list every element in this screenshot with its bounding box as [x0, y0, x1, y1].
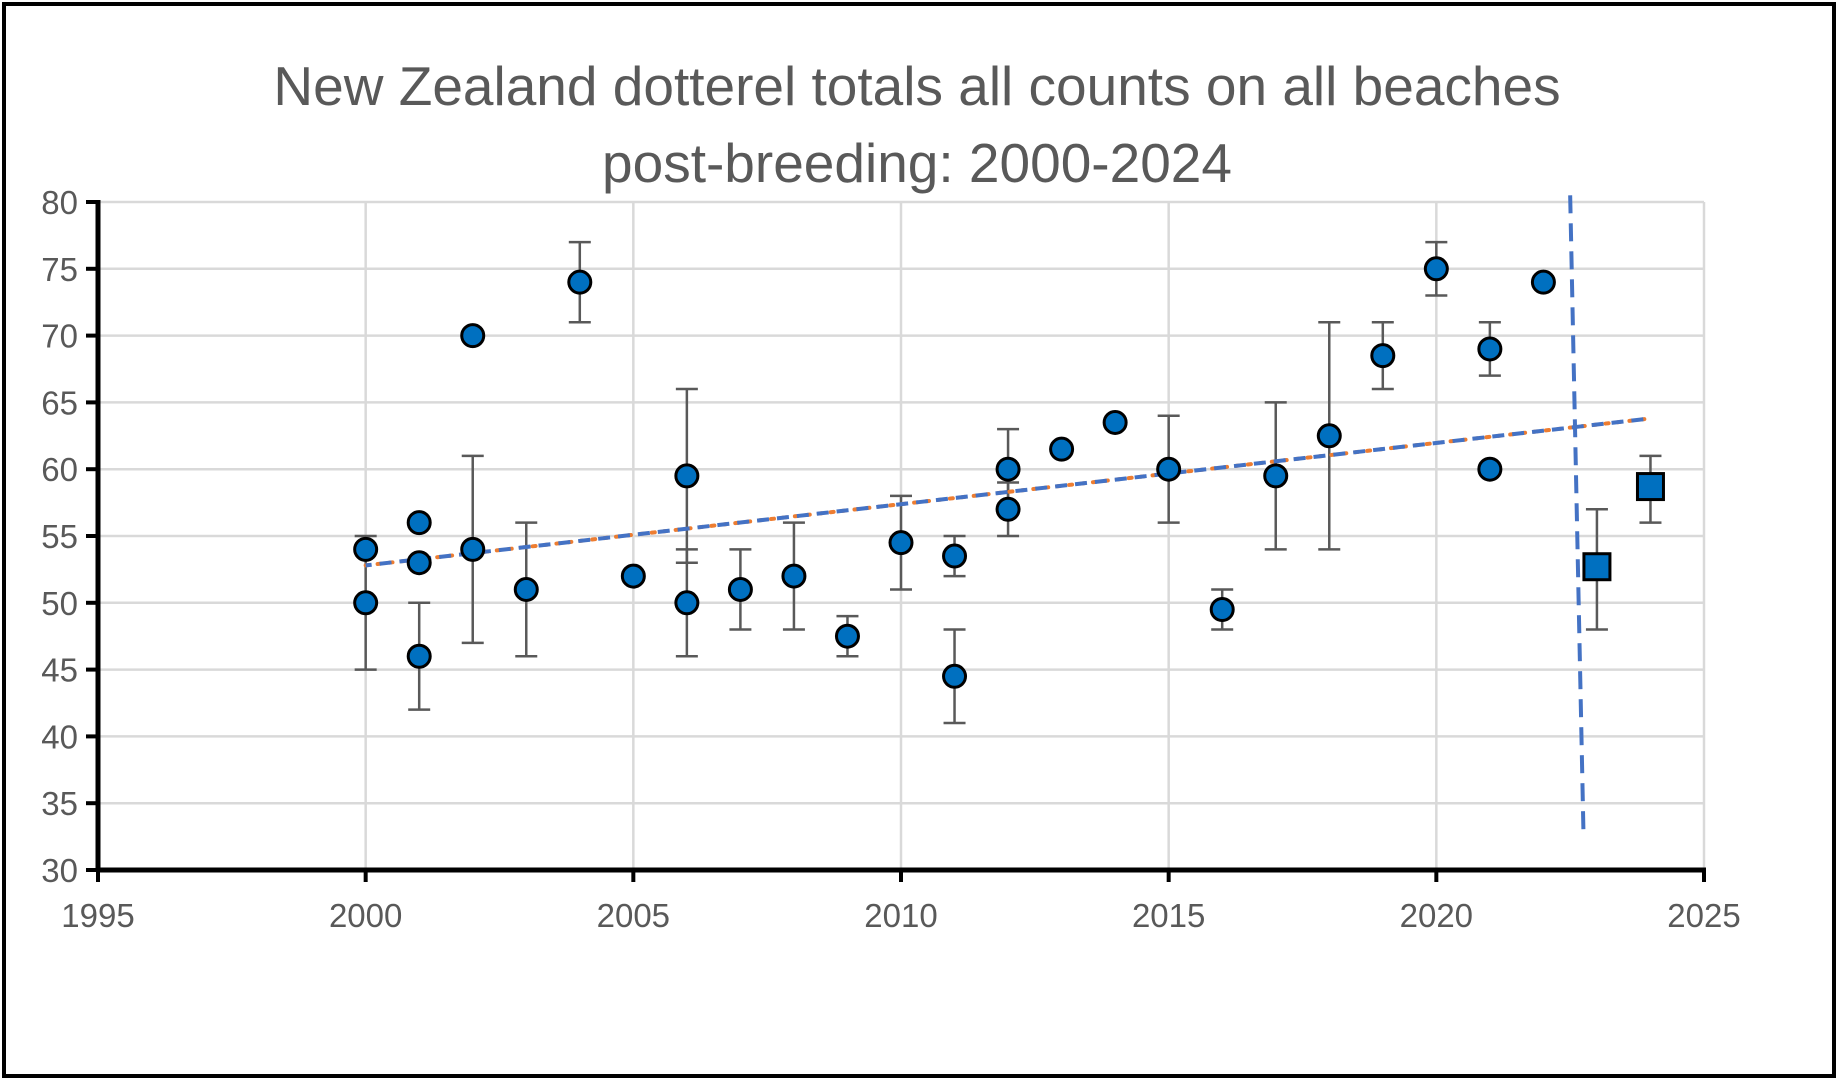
data-point-circle	[727, 576, 753, 602]
data-point-circle	[1209, 596, 1235, 622]
data-point-circle	[942, 663, 968, 689]
data-point-circle	[460, 536, 486, 562]
y-tick-label: 45	[41, 652, 78, 689]
y-tick-label: 70	[41, 318, 78, 355]
data-point-circle	[1156, 456, 1182, 482]
data-point-circle	[1423, 256, 1449, 282]
data-point-circle	[995, 456, 1021, 482]
data-points	[353, 256, 1665, 689]
y-tick-label: 50	[41, 585, 78, 622]
data-point-circle	[460, 323, 486, 349]
chart-title-line-1: New Zealand dotterel totals all counts o…	[273, 55, 1561, 117]
y-tick-label: 35	[41, 785, 78, 822]
data-point-circle	[406, 510, 432, 536]
data-point-circle	[995, 496, 1021, 522]
y-tick-label: 75	[41, 251, 78, 288]
chart-title-line-2: post-breeding: 2000-2024	[602, 132, 1232, 194]
data-point-circle	[1049, 436, 1075, 462]
data-point-circle	[406, 550, 432, 576]
data-point-circle	[781, 563, 807, 589]
data-point-circle	[513, 576, 539, 602]
error-bars	[354, 240, 1662, 725]
vertical-divider-line	[1568, 195, 1586, 837]
data-point-circle	[1370, 343, 1396, 369]
data-point-circle	[1477, 336, 1503, 362]
x-tick-label: 2015	[1132, 897, 1205, 934]
data-point-circle	[567, 269, 593, 295]
y-tick-label: 30	[41, 852, 78, 889]
data-point-circle	[406, 643, 432, 669]
chart-title: New Zealand dotterel totals all counts o…	[0, 48, 1834, 202]
data-point-circle	[674, 463, 700, 489]
data-point-square	[1582, 552, 1612, 582]
data-point-circle	[674, 590, 700, 616]
data-point-circle	[1102, 409, 1128, 435]
y-tick-label: 40	[41, 718, 78, 755]
data-point-circle	[942, 543, 968, 569]
data-point-circle	[353, 590, 379, 616]
data-point-circle	[1316, 423, 1342, 449]
data-point-square	[1635, 472, 1665, 502]
y-tick-label: 65	[41, 384, 78, 421]
x-tick-label: 2005	[597, 897, 670, 934]
data-point-circle	[353, 536, 379, 562]
y-tick-label: 60	[41, 451, 78, 488]
data-point-circle	[620, 563, 646, 589]
x-tick-label: 1995	[61, 897, 134, 934]
data-point-circle	[1477, 456, 1503, 482]
y-tick-label: 55	[41, 518, 78, 555]
axes	[86, 200, 1706, 882]
tick-labels: 30 35 40 45 50 55 60 65 70 75 80 1995 2000 2005 2010 20…	[41, 184, 1740, 934]
data-point-circle	[1530, 269, 1556, 295]
trend-line-dashed	[365, 416, 1651, 568]
data-point-circle	[1263, 463, 1289, 489]
trend-lines	[363, 195, 1653, 837]
data-point-circle	[834, 623, 860, 649]
x-tick-label: 2000	[329, 897, 402, 934]
x-tick-label: 2025	[1667, 897, 1740, 934]
data-point-circle	[888, 530, 914, 556]
x-tick-label: 2010	[864, 897, 937, 934]
y-tick-label: 80	[41, 184, 78, 221]
x-tick-label: 2020	[1400, 897, 1473, 934]
